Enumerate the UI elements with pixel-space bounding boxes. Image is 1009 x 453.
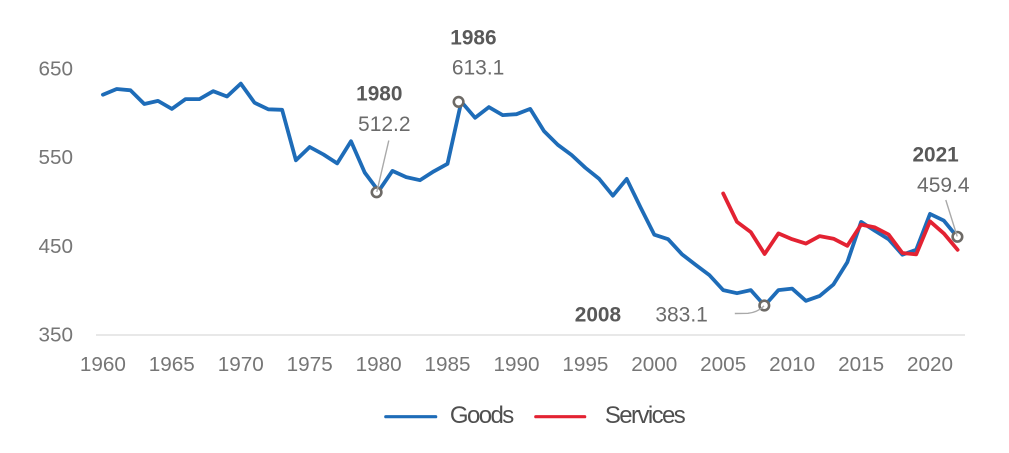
svg-text:350: 350: [38, 323, 73, 346]
svg-text:383.1: 383.1: [655, 303, 708, 326]
svg-text:1986: 1986: [450, 26, 496, 49]
svg-text:1960: 1960: [80, 353, 126, 376]
svg-text:Goods: Goods: [450, 402, 514, 429]
svg-text:2005: 2005: [700, 353, 746, 376]
svg-text:1995: 1995: [562, 353, 608, 376]
svg-text:1965: 1965: [149, 353, 195, 376]
svg-text:1985: 1985: [424, 353, 470, 376]
svg-text:1975: 1975: [287, 353, 333, 376]
svg-text:550: 550: [38, 146, 73, 169]
svg-text:2010: 2010: [769, 353, 815, 376]
svg-text:1970: 1970: [218, 353, 264, 376]
svg-text:2021: 2021: [912, 144, 958, 167]
svg-text:613.1: 613.1: [452, 57, 505, 80]
svg-text:Services: Services: [605, 402, 686, 429]
svg-text:512.2: 512.2: [358, 113, 411, 136]
svg-text:459.4: 459.4: [917, 174, 970, 197]
svg-text:2000: 2000: [631, 353, 677, 376]
svg-text:1990: 1990: [493, 353, 539, 376]
svg-text:450: 450: [38, 235, 73, 258]
svg-text:2008: 2008: [575, 303, 621, 326]
svg-text:2020: 2020: [907, 353, 953, 376]
svg-text:1980: 1980: [356, 83, 402, 106]
svg-text:650: 650: [38, 58, 73, 81]
svg-text:2015: 2015: [838, 353, 884, 376]
svg-text:1980: 1980: [356, 353, 402, 376]
